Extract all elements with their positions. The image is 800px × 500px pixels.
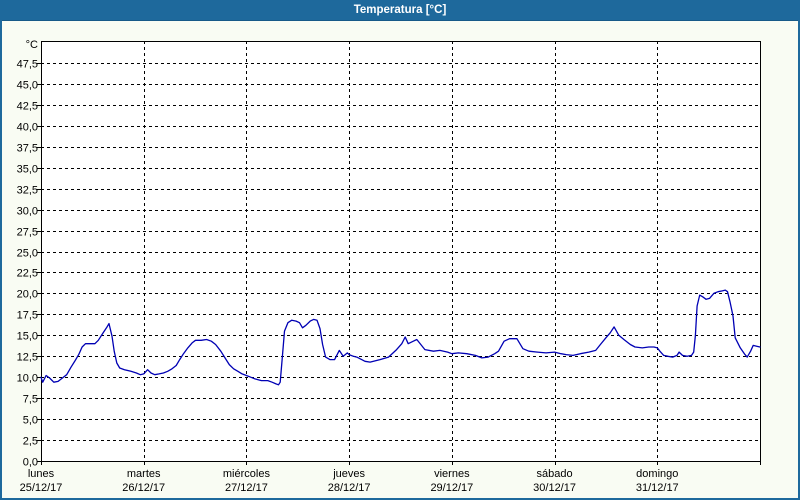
x-date-label: 25/12/17 bbox=[20, 482, 63, 494]
y-tick-label: 17,5 bbox=[17, 310, 38, 322]
gridlines bbox=[41, 41, 760, 461]
x-day-label: martes bbox=[127, 468, 161, 480]
chart-canvas[interactable]: 0,0 2,5 5,0 7,5 10,0 12,5 15,0 17,5 20,0 22,5 25,0… bbox=[2, 21, 798, 499]
y-tick-label: 2,5 bbox=[23, 436, 38, 448]
y-tick-label: 47,5 bbox=[17, 59, 38, 71]
x-date-label: 30/12/17 bbox=[533, 482, 576, 494]
x-date-label: 28/12/17 bbox=[328, 482, 371, 494]
window-title-bar[interactable]: Temperatura [°C] bbox=[2, 2, 798, 21]
x-date-label: 29/12/17 bbox=[430, 482, 473, 494]
x-date-label: 26/12/17 bbox=[122, 482, 165, 494]
x-day-label: lunes bbox=[28, 468, 55, 480]
y-tick-label: 30,0 bbox=[17, 206, 38, 218]
x-date-label: 31/12/17 bbox=[636, 482, 679, 494]
y-axis-unit-label: °C bbox=[26, 39, 38, 51]
x-day-label: jueves bbox=[332, 468, 365, 480]
y-tick-label: 27,5 bbox=[17, 227, 38, 239]
y-tick-label: 0,0 bbox=[23, 457, 38, 469]
x-day-label: miércoles bbox=[223, 468, 271, 480]
y-tick-label: 5,0 bbox=[23, 415, 38, 427]
temperature-series-line bbox=[40, 289, 761, 386]
x-day-label: viernes bbox=[434, 468, 470, 480]
y-tick-label: 20,0 bbox=[17, 289, 38, 301]
y-tick-label: 40,0 bbox=[17, 122, 38, 134]
axis-labels: 0,0 2,5 5,0 7,5 10,0 12,5 15,0 17,5 20,0 22,5 25,0… bbox=[17, 39, 679, 494]
y-tick-label: 35,0 bbox=[17, 164, 38, 176]
plot-area bbox=[41, 41, 761, 462]
y-tick-label: 45,0 bbox=[17, 80, 38, 92]
y-tick-label: 7,5 bbox=[23, 394, 38, 406]
window-title: Temperatura [°C] bbox=[353, 4, 447, 16]
y-tick-label: 37,5 bbox=[17, 143, 38, 155]
y-tick-label: 32,5 bbox=[17, 185, 38, 197]
x-date-label: 27/12/17 bbox=[225, 482, 268, 494]
y-tick-label: 42,5 bbox=[17, 101, 38, 113]
x-day-label: domingo bbox=[636, 468, 678, 480]
y-tick-label: 15,0 bbox=[17, 331, 38, 343]
x-day-label: sábado bbox=[537, 468, 573, 480]
y-tick-label: 25,0 bbox=[17, 248, 38, 260]
y-tick-label: 12,5 bbox=[17, 352, 38, 364]
y-tick-label: 22,5 bbox=[17, 268, 38, 280]
axis-ticks bbox=[37, 63, 761, 465]
y-tick-label: 10,0 bbox=[17, 373, 38, 385]
